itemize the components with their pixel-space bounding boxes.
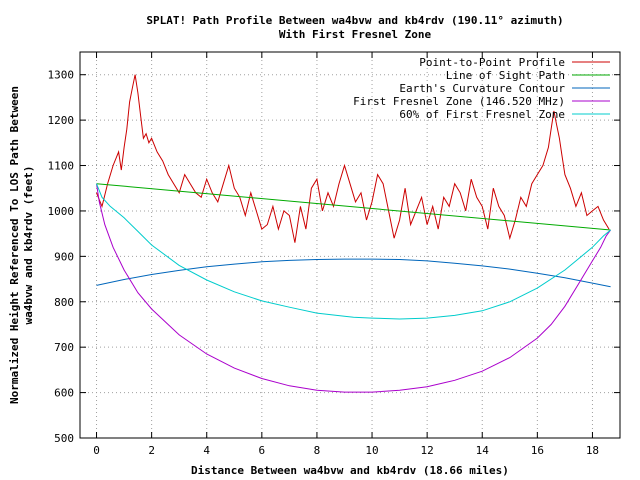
y-tick-label: 600 xyxy=(54,387,74,400)
x-tick-label: 6 xyxy=(259,444,266,457)
x-tick-label: 16 xyxy=(531,444,544,457)
legend-label: Line of Sight Path xyxy=(446,69,565,82)
series-line-line-of-sight-path xyxy=(96,183,611,231)
y-axis-label-line-1: Normalized Height Referenced To LOS Path… xyxy=(8,86,21,404)
y-tick-label: 1100 xyxy=(48,160,75,173)
series-line-60-of-first-fresnel-zone xyxy=(96,183,611,320)
legend-label: 60% of First Fresnel Zone xyxy=(399,108,565,121)
series-line-point-to-point-profile xyxy=(96,74,610,243)
y-axis-label-line-2: wa4bvw and kb4rdv (feet) xyxy=(22,166,35,325)
y-tick-label: 1200 xyxy=(48,114,75,127)
chart-title-line-1: SPLAT! Path Profile Between wa4bvw and k… xyxy=(146,14,563,27)
x-tick-label: 8 xyxy=(314,444,321,457)
y-tick-label: 1300 xyxy=(48,69,75,82)
y-tick-label: 500 xyxy=(54,432,74,445)
x-axis-label: Distance Between wa4bvw and kb4rdv (18.6… xyxy=(191,464,509,477)
x-tick-label: 2 xyxy=(148,444,155,457)
y-tick-label: 700 xyxy=(54,341,74,354)
x-tick-label: 0 xyxy=(93,444,100,457)
series-line-earth-s-curvature-contour xyxy=(96,258,611,288)
y-tick-label: 1000 xyxy=(48,205,75,218)
axis-ticks: 0 2 4 6 8 10 12 14 16 18 500 600 700 800 900 1000 1100 12… xyxy=(48,52,620,457)
series-lines xyxy=(96,74,612,393)
x-tick-label: 10 xyxy=(365,444,378,457)
legend-label: Earth's Curvature Contour xyxy=(399,82,565,95)
legend-label: Point-to-Point Profile xyxy=(419,56,565,69)
y-tick-label: 900 xyxy=(54,250,74,263)
x-tick-label: 4 xyxy=(203,444,210,457)
plot-area-border xyxy=(79,51,621,439)
y-tick-label: 800 xyxy=(54,296,74,309)
chart-title-line-2: With First Fresnel Zone xyxy=(279,28,432,41)
legend-label: First Fresnel Zone (146.520 MHz) xyxy=(353,95,565,108)
x-tick-label: 18 xyxy=(586,444,599,457)
x-tick-label: 14 xyxy=(476,444,490,457)
series-line-first-fresnel-zone-146-520-mhz xyxy=(96,183,612,393)
x-tick-label: 12 xyxy=(421,444,434,457)
